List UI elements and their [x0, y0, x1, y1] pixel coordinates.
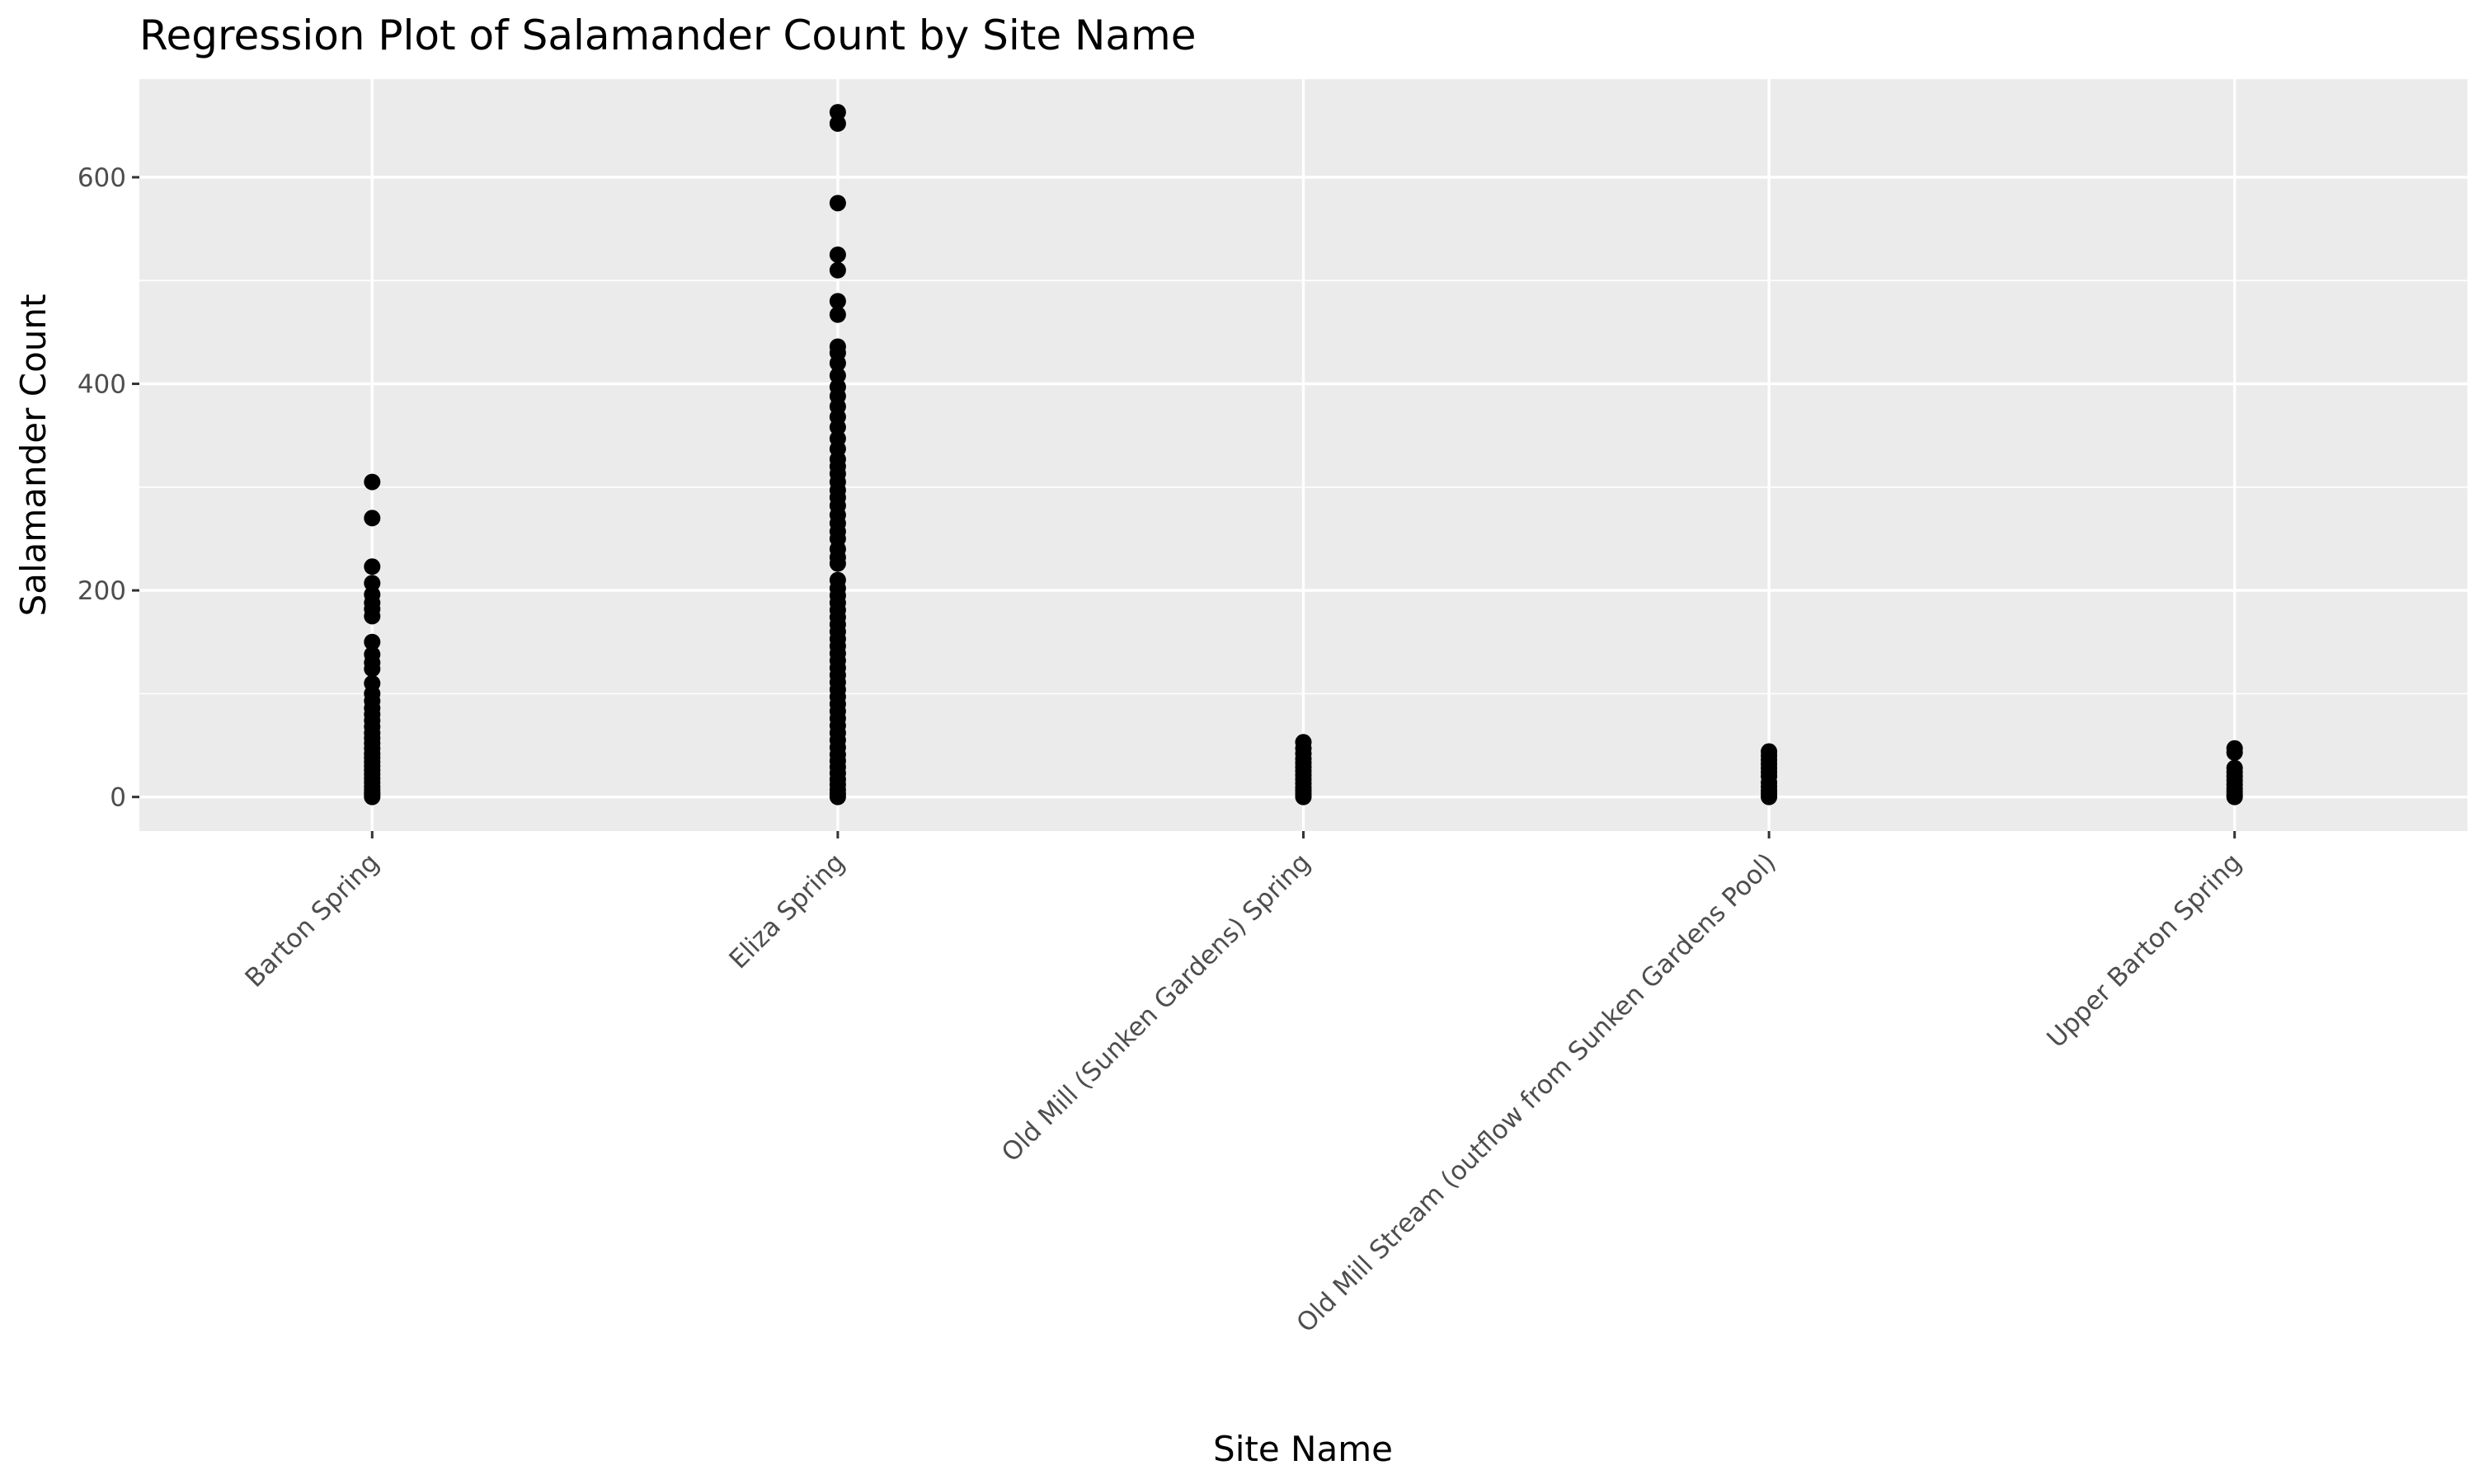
data-point — [829, 195, 846, 212]
y-tick-label: 200 — [78, 576, 126, 606]
data-point — [364, 608, 381, 625]
data-point — [364, 660, 381, 678]
data-point — [829, 367, 846, 384]
data-point — [829, 104, 846, 121]
data-point — [364, 575, 381, 592]
y-tick-label: 600 — [78, 163, 126, 193]
data-point — [829, 115, 846, 132]
data-point — [829, 261, 846, 279]
x-axis: Barton Spring Eliza Spring Old Mill (Sunke… — [239, 831, 2247, 1338]
data-point — [829, 355, 846, 372]
data-point — [829, 293, 846, 310]
data-point — [2226, 788, 2243, 805]
data-point — [364, 788, 381, 805]
y-tick-label: 0 — [110, 783, 126, 813]
chart-title: Regression Plot of Salamander Count by S… — [139, 12, 1197, 59]
x-tick-label: Old Mill Stream (outflow from Sunken Gar… — [1291, 848, 1782, 1338]
data-point — [364, 473, 381, 491]
x-axis-title: Site Name — [1213, 1429, 1393, 1469]
data-point — [1295, 788, 1312, 805]
x-tick-label: Barton Spring — [239, 848, 385, 993]
data-point — [829, 555, 846, 572]
data-point — [1761, 788, 1778, 805]
data-point — [829, 246, 846, 263]
x-tick-label: Eliza Spring — [723, 848, 850, 974]
data-point — [364, 633, 381, 650]
y-axis: 0 200 400 600 — [78, 163, 139, 813]
data-point — [829, 306, 846, 323]
data-point — [364, 558, 381, 575]
data-point — [364, 510, 381, 527]
y-tick-label: 400 — [78, 370, 126, 400]
data-point — [2226, 744, 2243, 761]
data-point — [829, 419, 846, 436]
y-axis-title: Salamander Count — [13, 294, 54, 617]
data-points — [364, 104, 2243, 805]
x-tick-label: Old Mill (Sunken Gardens) Spring — [996, 848, 1316, 1167]
x-tick-label: Upper Barton Spring — [2041, 848, 2247, 1054]
data-point — [829, 788, 846, 805]
